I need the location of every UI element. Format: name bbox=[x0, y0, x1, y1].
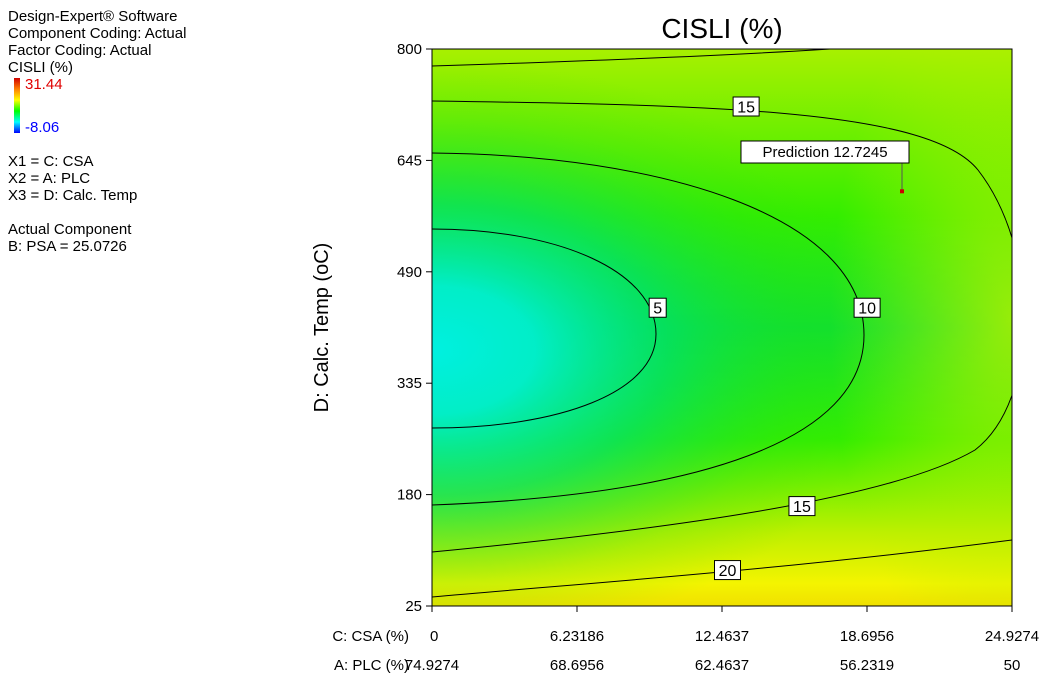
contour-label-text: 10 bbox=[858, 301, 876, 318]
x-tick-label: 68.6956 bbox=[550, 657, 604, 674]
contour-label-box bbox=[648, 297, 667, 318]
contour-label-text: 5 bbox=[653, 301, 662, 318]
contour-label-box bbox=[788, 496, 816, 517]
x1-definition: X1 = C: CSA bbox=[8, 153, 94, 170]
y-tick-label: 800 bbox=[397, 41, 422, 58]
chart-title: CISLI (%) bbox=[661, 13, 782, 44]
response-name: CISLI (%) bbox=[8, 59, 74, 76]
prediction-text: Prediction 12.7245 bbox=[762, 144, 887, 161]
x-axis-label-2: A: PLC (%) bbox=[334, 657, 409, 674]
x-tick-label: 0 bbox=[430, 628, 438, 645]
legend-min-value: -8.06 bbox=[25, 119, 60, 136]
contour-5 bbox=[432, 228, 657, 429]
software-name: Design-Expert® Software bbox=[8, 8, 178, 25]
legend-max-value: 31.44 bbox=[25, 76, 63, 93]
factor-coding: Factor Coding: Actual bbox=[8, 42, 152, 59]
x-tick-label: 62.4637 bbox=[695, 657, 749, 674]
x-tick-label: 18.6956 bbox=[840, 628, 894, 645]
x3-definition: X3 = D: Calc. Temp bbox=[8, 187, 138, 204]
x-tick-label: 24.9274 bbox=[985, 628, 1039, 645]
contour-15-outer bbox=[432, 100, 1012, 553]
x-tick-label: 12.4637 bbox=[695, 628, 749, 645]
contour-label: 15 bbox=[732, 96, 760, 117]
color-scale-bar bbox=[14, 78, 20, 133]
x-axis-label-1: C: CSA (%) bbox=[332, 628, 409, 645]
prediction-box bbox=[740, 140, 910, 164]
contour-10 bbox=[432, 152, 865, 506]
x-tick-label: 74.9274 bbox=[405, 657, 459, 674]
x2-definition: X2 = A: PLC bbox=[8, 170, 91, 187]
actual-component-value: B: PSA = 25.0726 bbox=[8, 238, 127, 255]
contour-label-text: 20 bbox=[719, 563, 737, 580]
contour-label: 10 bbox=[853, 297, 881, 318]
contour-20 bbox=[432, 539, 1012, 598]
contour-label-box bbox=[853, 297, 881, 318]
contour-label-text: 15 bbox=[737, 99, 755, 116]
actual-component-title: Actual Component bbox=[8, 221, 132, 238]
x-tick-label: 6.23186 bbox=[550, 628, 604, 645]
y-tick-label: 645 bbox=[397, 152, 422, 169]
y-tick-label: 335 bbox=[397, 375, 422, 392]
y-tick-label: 25 bbox=[405, 598, 422, 615]
design-info-panel: Design-Expert® Software Component Coding… bbox=[8, 8, 186, 255]
prediction-flag: Prediction 12.7245 bbox=[740, 140, 910, 194]
x-tick-label: 50 bbox=[1004, 657, 1021, 674]
contour-label: 20 bbox=[713, 560, 741, 581]
component-coding: Component Coding: Actual bbox=[8, 25, 187, 42]
y-axis-label: D: Calc. Temp (oC) bbox=[311, 243, 333, 413]
x-tick-label: 56.2319 bbox=[840, 657, 894, 674]
contour-label-box bbox=[732, 96, 760, 117]
prediction-point bbox=[900, 189, 905, 194]
y-tick-label: 180 bbox=[397, 487, 422, 504]
surface-low-region bbox=[432, 49, 1012, 606]
y-tick-label: 490 bbox=[397, 264, 422, 281]
color-legend: 31.44 -8.06 bbox=[8, 76, 186, 136]
contour-label-text: 15 bbox=[793, 499, 811, 516]
contour-label: 15 bbox=[788, 496, 816, 517]
contour-label-box bbox=[713, 560, 741, 581]
contour-label: 5 bbox=[648, 297, 667, 318]
contour-25-top bbox=[432, 49, 831, 67]
